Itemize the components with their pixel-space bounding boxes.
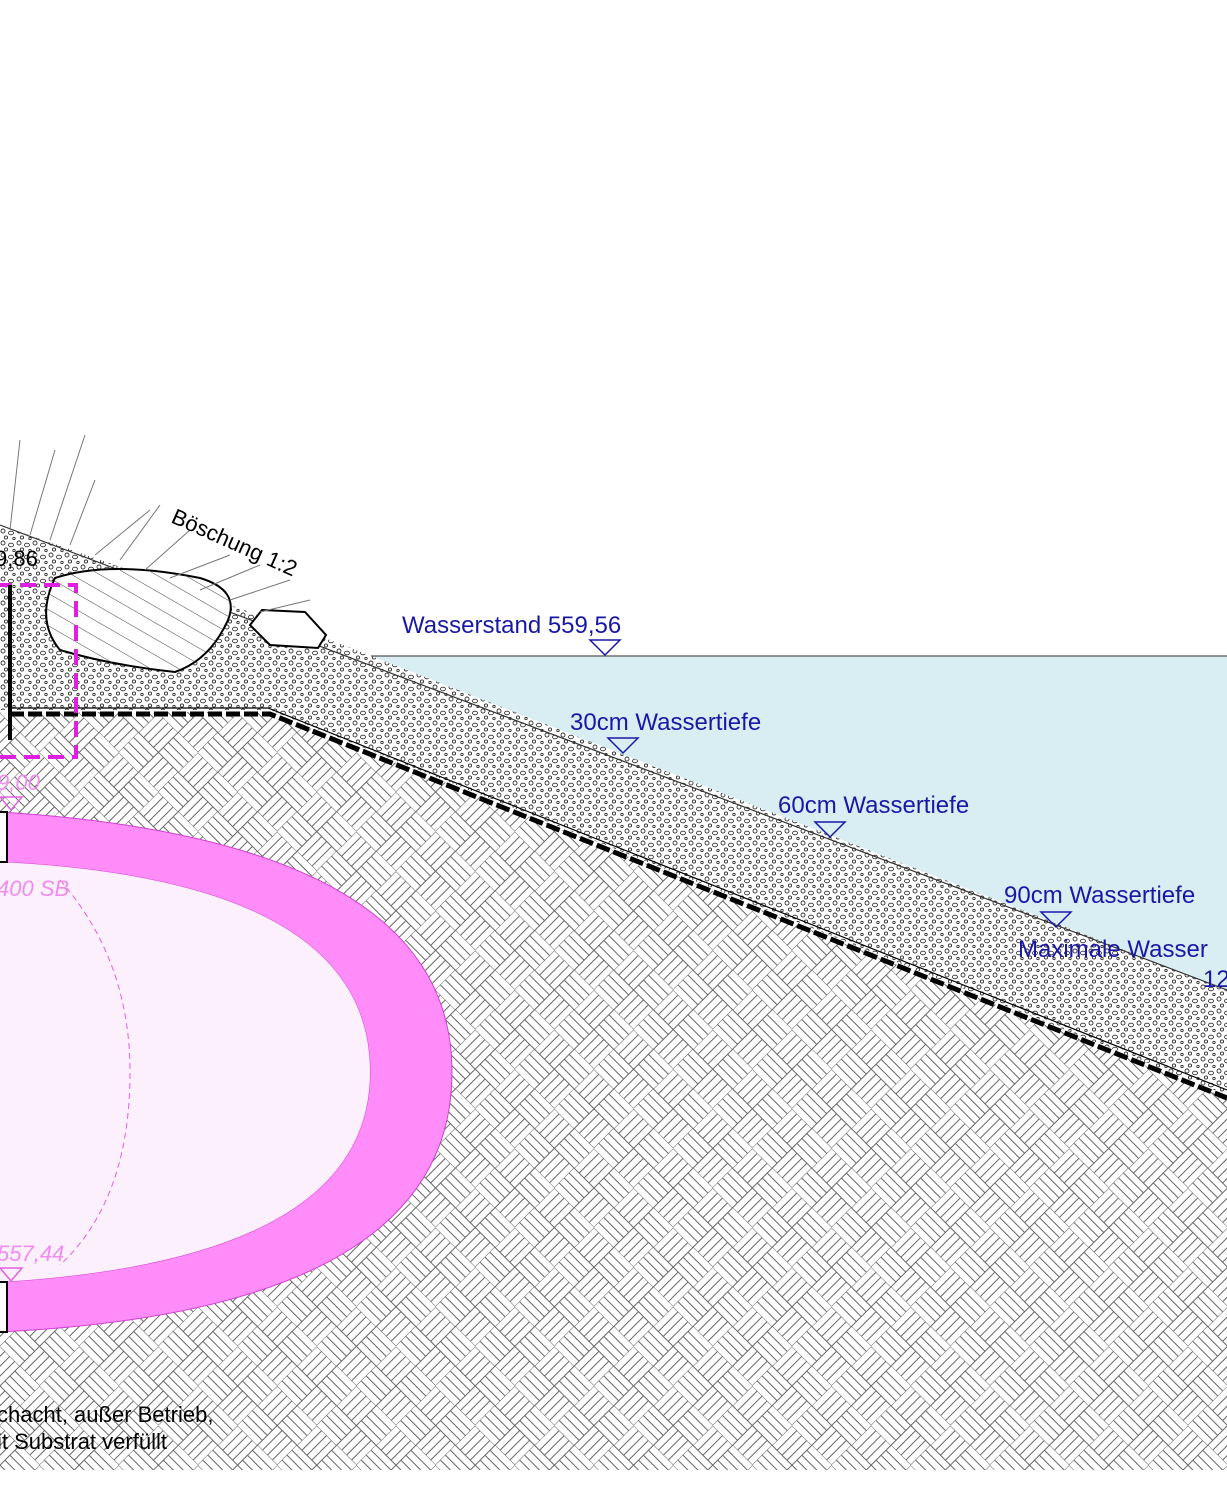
grass [9,434,311,613]
rock-hatch [46,569,231,672]
max-depth-label: Maximale Wasser [1018,936,1208,963]
pipe-inner [0,862,370,1282]
note: chacht, außer Betrieb, [0,1402,213,1427]
level-markers [588,639,1073,929]
liner [10,711,1227,1101]
depth-label: 30cm Wassertiefe [570,709,761,736]
slope-label: Böschung 1:2 [168,504,301,582]
level-label: 9,86 [0,546,38,571]
pipe-end [0,811,8,863]
pipe-dashed [59,879,131,1266]
note: it Substrat verfüllt [0,1429,167,1454]
gravel-layer [0,525,1227,1095]
water-level-label: Wasserstand 559,56 [402,612,621,639]
liner-edge [10,707,1227,1091]
depth-label: 60cm Wassertiefe [778,792,969,819]
pink-markers [0,796,24,1283]
max-depth-value: 12 [1203,966,1227,993]
pipe-end [0,1281,8,1333]
pipe-invert: 557,44 [0,1241,64,1266]
shaft-outline [0,583,78,759]
pipe-type: 400 SB [0,876,69,901]
depth-label: 90cm Wassertiefe [1004,882,1195,909]
shaft-level: 9,00 [0,770,41,795]
rock [248,608,328,650]
